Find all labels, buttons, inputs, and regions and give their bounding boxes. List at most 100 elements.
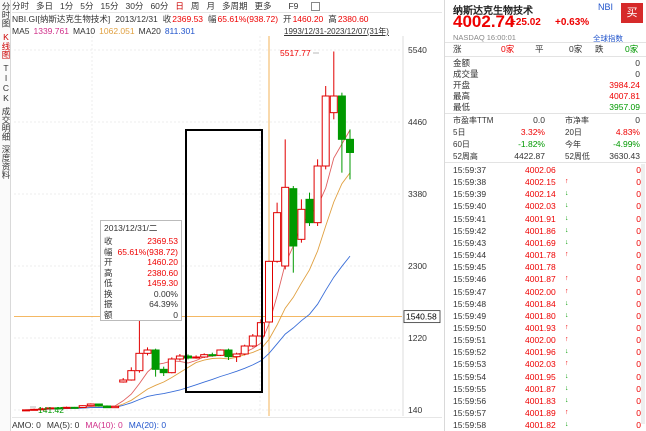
- period-tab-more[interactable]: 更多: [254, 1, 272, 11]
- y-tick-label: 3380: [408, 189, 427, 199]
- metric-label: 52周高: [453, 152, 478, 161]
- stat-down-label: 跌: [595, 44, 604, 54]
- period-tab-month[interactable]: 月: [206, 1, 215, 11]
- index-code: NBI: [598, 2, 614, 12]
- tick-price: 4001.84: [525, 298, 556, 309]
- tick-price: 4001.78: [525, 262, 556, 273]
- f9-button[interactable]: F9: [288, 1, 299, 11]
- metric-label: 20日: [565, 128, 582, 137]
- ma5-label: MA5: [12, 26, 30, 36]
- tick-price: 4002.06: [525, 165, 556, 175]
- tick-time: 15:59:44: [453, 250, 487, 261]
- period-tab-60min[interactable]: 60分: [150, 1, 169, 11]
- global-index-link[interactable]: 全球指数: [593, 34, 623, 43]
- tick-time: 15:59:40: [453, 201, 487, 212]
- stat-flat-value: 0家: [569, 44, 583, 54]
- tick-price: 4002.00: [525, 286, 556, 297]
- tick-row: 15:59:49 4001.80 ↓ 0: [445, 310, 646, 322]
- tooltip-key: 高: [104, 267, 113, 278]
- tick-time: 15:59:38: [453, 177, 487, 188]
- tooltip-value: 64.39%: [149, 299, 178, 309]
- period-toolbar: 分时 多日 1分 5分 15分 30分 60分 日 周 月 多周期 更多 F9: [12, 0, 442, 13]
- kline-svg: 140 1220 2300 3380 4460 5540 1540.58 5517.77 141…: [14, 36, 441, 416]
- tick-row: 15:59:47 4002.00 ↑ 0: [445, 286, 646, 298]
- side-tab-kline[interactable]: K线图: [1, 31, 11, 59]
- tick-time: 15:59:48: [453, 298, 487, 309]
- buy-button[interactable]: 买: [621, 3, 643, 23]
- tick-time: 15:59:42: [453, 225, 487, 236]
- candle-down: [151, 349, 160, 370]
- side-tab-tick[interactable]: TICK: [1, 62, 11, 103]
- candle-down: [159, 368, 168, 374]
- volume-indicator-bar: AMO: 0 MA(5): 0 MA(10): 0 MA(20): 0: [12, 417, 442, 431]
- candle-up: [192, 356, 201, 359]
- tick-volume: 0: [636, 213, 641, 224]
- period-tab-multiperiod[interactable]: 多周期: [221, 1, 248, 11]
- ma5-value: 1339.761: [33, 26, 69, 36]
- quote-stat-label: 成交量: [453, 69, 479, 79]
- tick-time: 15:59:53: [453, 359, 487, 370]
- stat-down-value: 0家: [625, 44, 639, 54]
- candle-up: [46, 407, 55, 410]
- period-tab-30min[interactable]: 30分: [125, 1, 144, 11]
- metric-label: 今年: [565, 140, 581, 149]
- quote-panel: 纳斯达克生物技术 NBI 买 4002.74 +25.02 +0.63% NAS…: [444, 0, 646, 431]
- tick-volume: 0: [636, 347, 641, 358]
- close-value: 2369.53: [172, 14, 204, 24]
- tooltip-row: 收 2369.53: [104, 236, 178, 247]
- metric-value: -1.82%: [518, 139, 545, 149]
- period-tab-timeshare[interactable]: 分时: [12, 1, 30, 11]
- tick-price: 4001.69: [525, 237, 556, 248]
- side-tab-trades[interactable]: 成交明细: [1, 106, 11, 141]
- crosshair-price-label: 1540.58: [406, 312, 437, 322]
- highlight-box: [185, 129, 263, 393]
- arrow-down-icon: ↓: [565, 372, 569, 380]
- tick-row: 15:59:39 4002.14 ↓ 0: [445, 188, 646, 200]
- tick-price: 4001.95: [525, 371, 556, 382]
- tick-scrollbar[interactable]: [641, 164, 645, 424]
- side-tab-timeshare[interactable]: 分时图: [1, 2, 11, 28]
- metric-value: 3630.43: [609, 151, 640, 161]
- tooltip-row: 幅 65.61%(938.72): [104, 247, 178, 258]
- period-tab-15min[interactable]: 15分: [100, 1, 119, 11]
- tick-volume: 0: [636, 250, 641, 261]
- low-label: 141.42: [38, 405, 64, 415]
- date-range-link[interactable]: 1993/12/31-2023/12/07(31年): [284, 27, 389, 36]
- close-label: 收: [162, 14, 172, 24]
- tooltip-value: 2380.60: [147, 267, 178, 278]
- tick-row: 15:59:43 4001.69 ↓ 0: [445, 237, 646, 249]
- tick-row: 15:59:51 4002.00 ↑ 0: [445, 334, 646, 346]
- period-tab-1min[interactable]: 1分: [60, 1, 74, 11]
- candle-up: [143, 349, 152, 354]
- tick-row: 15:59:44 4001.78 ↑ 0: [445, 249, 646, 261]
- tick-volume: 0: [636, 408, 641, 418]
- period-tab-week[interactable]: 周: [190, 1, 200, 11]
- quote-stat-value: 4007.81: [609, 91, 640, 101]
- side-tab-depth[interactable]: 深度资料: [1, 144, 11, 179]
- tick-time: 15:59:52: [453, 347, 487, 358]
- tick-row: 15:59:42 4001.86 ↓ 0: [445, 225, 646, 237]
- metric-value: 0.0: [533, 115, 545, 125]
- tick-price: 4001.86: [525, 225, 556, 236]
- candle-up: [127, 370, 136, 381]
- tick-row: 15:59:58 4001.82 ↓ 0: [445, 419, 646, 431]
- tick-volume: 0: [636, 395, 641, 406]
- tick-price: 4001.87: [525, 274, 556, 285]
- tick-time: 15:59:43: [453, 237, 487, 248]
- candle-up: [273, 212, 282, 262]
- last-price: 4002.74: [453, 12, 515, 31]
- candle-up: [175, 355, 184, 360]
- kline-chart[interactable]: 140 1220 2300 3380 4460 5540 1540.58 5517.77 141…: [12, 36, 442, 416]
- period-tab-5min[interactable]: 5分: [80, 1, 94, 11]
- candle-up: [62, 406, 71, 409]
- arrow-down-icon: ↓: [565, 190, 569, 198]
- tick-time: 15:59:50: [453, 322, 487, 333]
- period-tab-multiday[interactable]: 多日: [36, 1, 54, 11]
- candle-up: [321, 95, 330, 167]
- ma10-label: MA10: [72, 26, 96, 36]
- tick-price: 4001.82: [525, 420, 556, 431]
- period-tab-day[interactable]: 日: [175, 1, 184, 11]
- settings-square-icon[interactable]: [311, 1, 321, 11]
- tooltip-row: 低 1459.30: [104, 278, 178, 289]
- tick-volume: 0: [636, 274, 641, 285]
